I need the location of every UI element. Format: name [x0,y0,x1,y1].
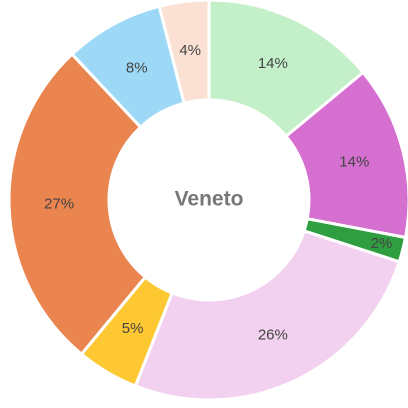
data-label: 2% [371,235,393,252]
donut-segment [133,229,402,402]
data-label: 14% [339,154,369,171]
chart-title: Veneto [175,188,244,211]
data-label: 14% [258,55,288,72]
donut-segment [157,0,211,105]
data-label: 5% [122,320,144,337]
data-label: 8% [126,60,148,77]
data-label: 26% [258,327,288,344]
donut-segment [7,52,148,357]
data-label: 27% [44,196,74,213]
data-label: 4% [179,42,201,59]
